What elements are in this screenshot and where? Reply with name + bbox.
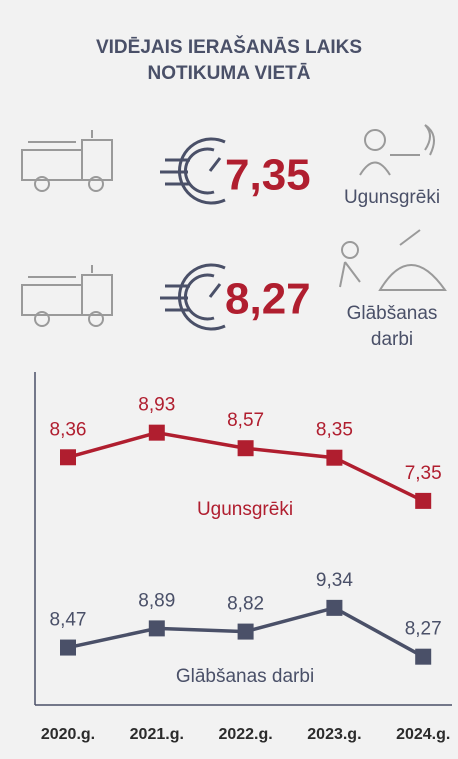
series-name: Glābšanas darbi [176, 666, 314, 687]
kpi-label: Glābšanas [347, 303, 438, 324]
truck-icon [21, 265, 113, 327]
data-label: 8,89 [138, 590, 175, 611]
title: NOTIKUMA VIETĀ [148, 63, 311, 84]
marker [60, 449, 76, 466]
series-name: Ugunsgrēki [197, 499, 293, 520]
marker [148, 424, 165, 441]
data-label: 8,36 [50, 419, 87, 440]
rescue-icon [339, 229, 447, 291]
gauge-icon [160, 137, 226, 205]
data-label: 8,27 [405, 619, 442, 640]
kpi-value: 7,35 [225, 151, 311, 200]
marker [415, 492, 432, 509]
marker [415, 648, 432, 665]
marker [326, 599, 343, 616]
kpi-value: 8,27 [225, 275, 311, 324]
marker [60, 639, 76, 656]
x-tick-label: 2023.g. [307, 726, 361, 743]
kpi-label: Ugunsgrēki [344, 187, 440, 208]
gauge-icon [160, 263, 226, 331]
marker [148, 620, 165, 637]
title: VIDĒJAIS IERAŠANĀS LAIKS [96, 36, 362, 58]
x-tick-label: 2022.g. [218, 726, 272, 743]
marker [237, 623, 254, 640]
firefighter-icon [359, 124, 435, 176]
marker [326, 449, 343, 466]
data-label: 7,35 [405, 463, 442, 484]
x-tick-label: 2021.g. [130, 726, 184, 743]
data-label: 8,93 [138, 395, 175, 416]
x-tick-label: 2024.g. [396, 726, 450, 743]
data-label: 9,34 [316, 570, 353, 591]
data-label: 8,82 [227, 594, 264, 615]
data-label: 8,35 [316, 420, 353, 441]
x-tick-label: 2020.g. [41, 726, 95, 743]
data-label: 8,47 [50, 610, 87, 631]
data-label: 8,57 [227, 410, 264, 431]
truck-icon [21, 130, 113, 192]
kpi-label: darbi [371, 329, 413, 350]
marker [237, 440, 254, 457]
